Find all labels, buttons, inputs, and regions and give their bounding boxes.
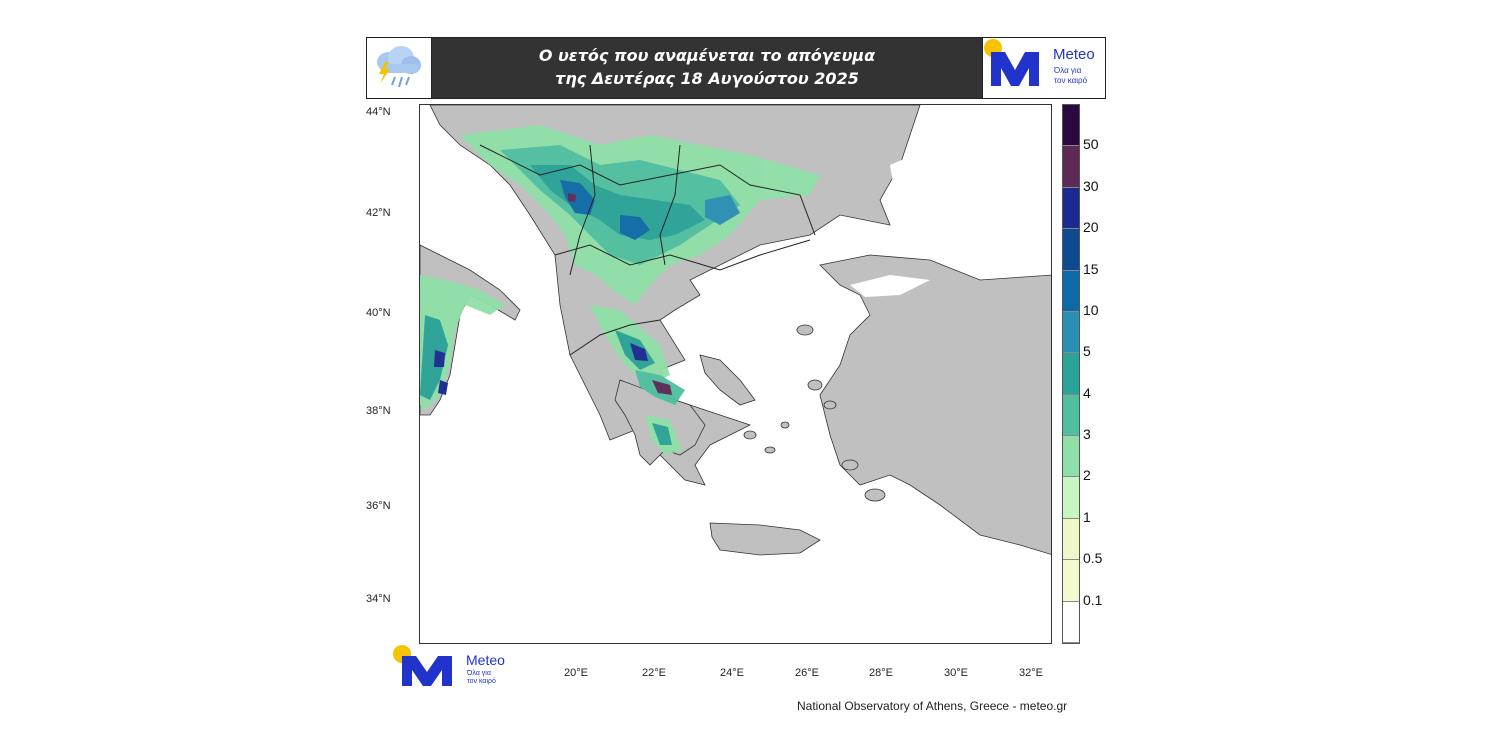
- colorbar-label: 50: [1083, 136, 1099, 153]
- colorbar-cell: [1063, 229, 1079, 271]
- euboea-landmass: [699, 354, 756, 406]
- header-logo: Meteo Όλα για τον καιρό: [982, 38, 1105, 98]
- colorbar-cell: [1063, 187, 1079, 230]
- lon-label-32: 32°E: [1019, 667, 1043, 679]
- lon-label-30: 30°E: [944, 667, 968, 679]
- colorbar-cell: [1063, 105, 1079, 147]
- rain-cloud-lightning-icon: [377, 46, 421, 88]
- marmara-sea: [850, 275, 930, 297]
- colorbar-label: 20: [1083, 219, 1099, 236]
- map-canvas: [420, 105, 1051, 556]
- colorbar-label: 2: [1083, 467, 1091, 484]
- page-title: Ο υετός που αναμένεται το απόγευμα της Δ…: [431, 44, 983, 90]
- lon-label-20: 20°E: [564, 667, 588, 679]
- meteo-logo-icon: [393, 645, 452, 686]
- lat-label-38: 38°N: [366, 405, 391, 417]
- logo-tagline-2: τον καιρό: [1054, 76, 1088, 85]
- weather-icon-box: [367, 38, 432, 98]
- colorbar-cell: [1063, 518, 1079, 561]
- title-line-1: Ο υετός που αναμένεται το απόγευμα: [538, 46, 876, 65]
- colorbar-label: 4: [1083, 384, 1091, 401]
- lat-label-42: 42°N: [366, 207, 391, 219]
- colorbar-label: 3: [1083, 426, 1091, 443]
- colorbar-label: 0.5: [1083, 550, 1103, 567]
- lon-label-26: 26°E: [795, 667, 819, 679]
- lat-label-40: 40°N: [366, 307, 391, 319]
- credit-text: National Observatory of Athens, Greece -…: [797, 699, 1068, 713]
- bottom-logo-name: Meteo: [466, 652, 505, 668]
- colorbar-label: 0.1: [1083, 591, 1103, 608]
- lat-label-34: 34°N: [366, 593, 391, 605]
- lon-label-22: 22°E: [642, 667, 666, 679]
- title-line-2: της Δευτέρας 18 Αυγούστου 2025: [555, 69, 859, 88]
- lat-label-36: 36°N: [366, 500, 391, 512]
- colorbar-cell: [1063, 311, 1079, 354]
- logo-name: Meteo: [1053, 46, 1095, 63]
- colorbar-cell: [1063, 270, 1079, 312]
- lat-label-44: 44°N: [366, 106, 391, 118]
- colorbar-cell: [1063, 436, 1079, 478]
- colorbar: [1062, 104, 1080, 644]
- colorbar-cell: [1063, 394, 1079, 436]
- bottom-logo-tagline-1: Όλα για: [467, 670, 491, 677]
- colorbar-cell: [1063, 601, 1079, 643]
- header-bar: Ο υετός που αναμένεται το απόγευμα της Δ…: [366, 37, 1106, 99]
- precipitation-map: [419, 104, 1052, 644]
- black-sea: [890, 105, 1051, 255]
- meteo-logo-icon: [984, 39, 1039, 86]
- colorbar-label: 30: [1083, 177, 1099, 194]
- colorbar-cell: [1063, 477, 1079, 519]
- bottom-logo: Meteo Όλα για τον καιρό: [392, 644, 518, 692]
- colorbar-label: 5: [1083, 343, 1091, 360]
- colorbar-label: 1: [1083, 508, 1091, 525]
- colorbar-cell: [1063, 146, 1079, 188]
- logo-tagline-1: Όλα για: [1054, 66, 1082, 75]
- precipitation-overlay: [420, 125, 820, 455]
- colorbar-cell: [1063, 353, 1079, 395]
- anatolia-landmass: [819, 254, 1051, 555]
- lon-label-24: 24°E: [720, 667, 744, 679]
- colorbar-label: 10: [1083, 301, 1099, 318]
- bottom-logo-tagline-2: τον καιρό: [467, 678, 496, 685]
- crete-landmass: [709, 522, 821, 556]
- colorbar-cell: [1063, 560, 1079, 602]
- lon-label-28: 28°E: [869, 667, 893, 679]
- colorbar-label: 15: [1083, 260, 1099, 277]
